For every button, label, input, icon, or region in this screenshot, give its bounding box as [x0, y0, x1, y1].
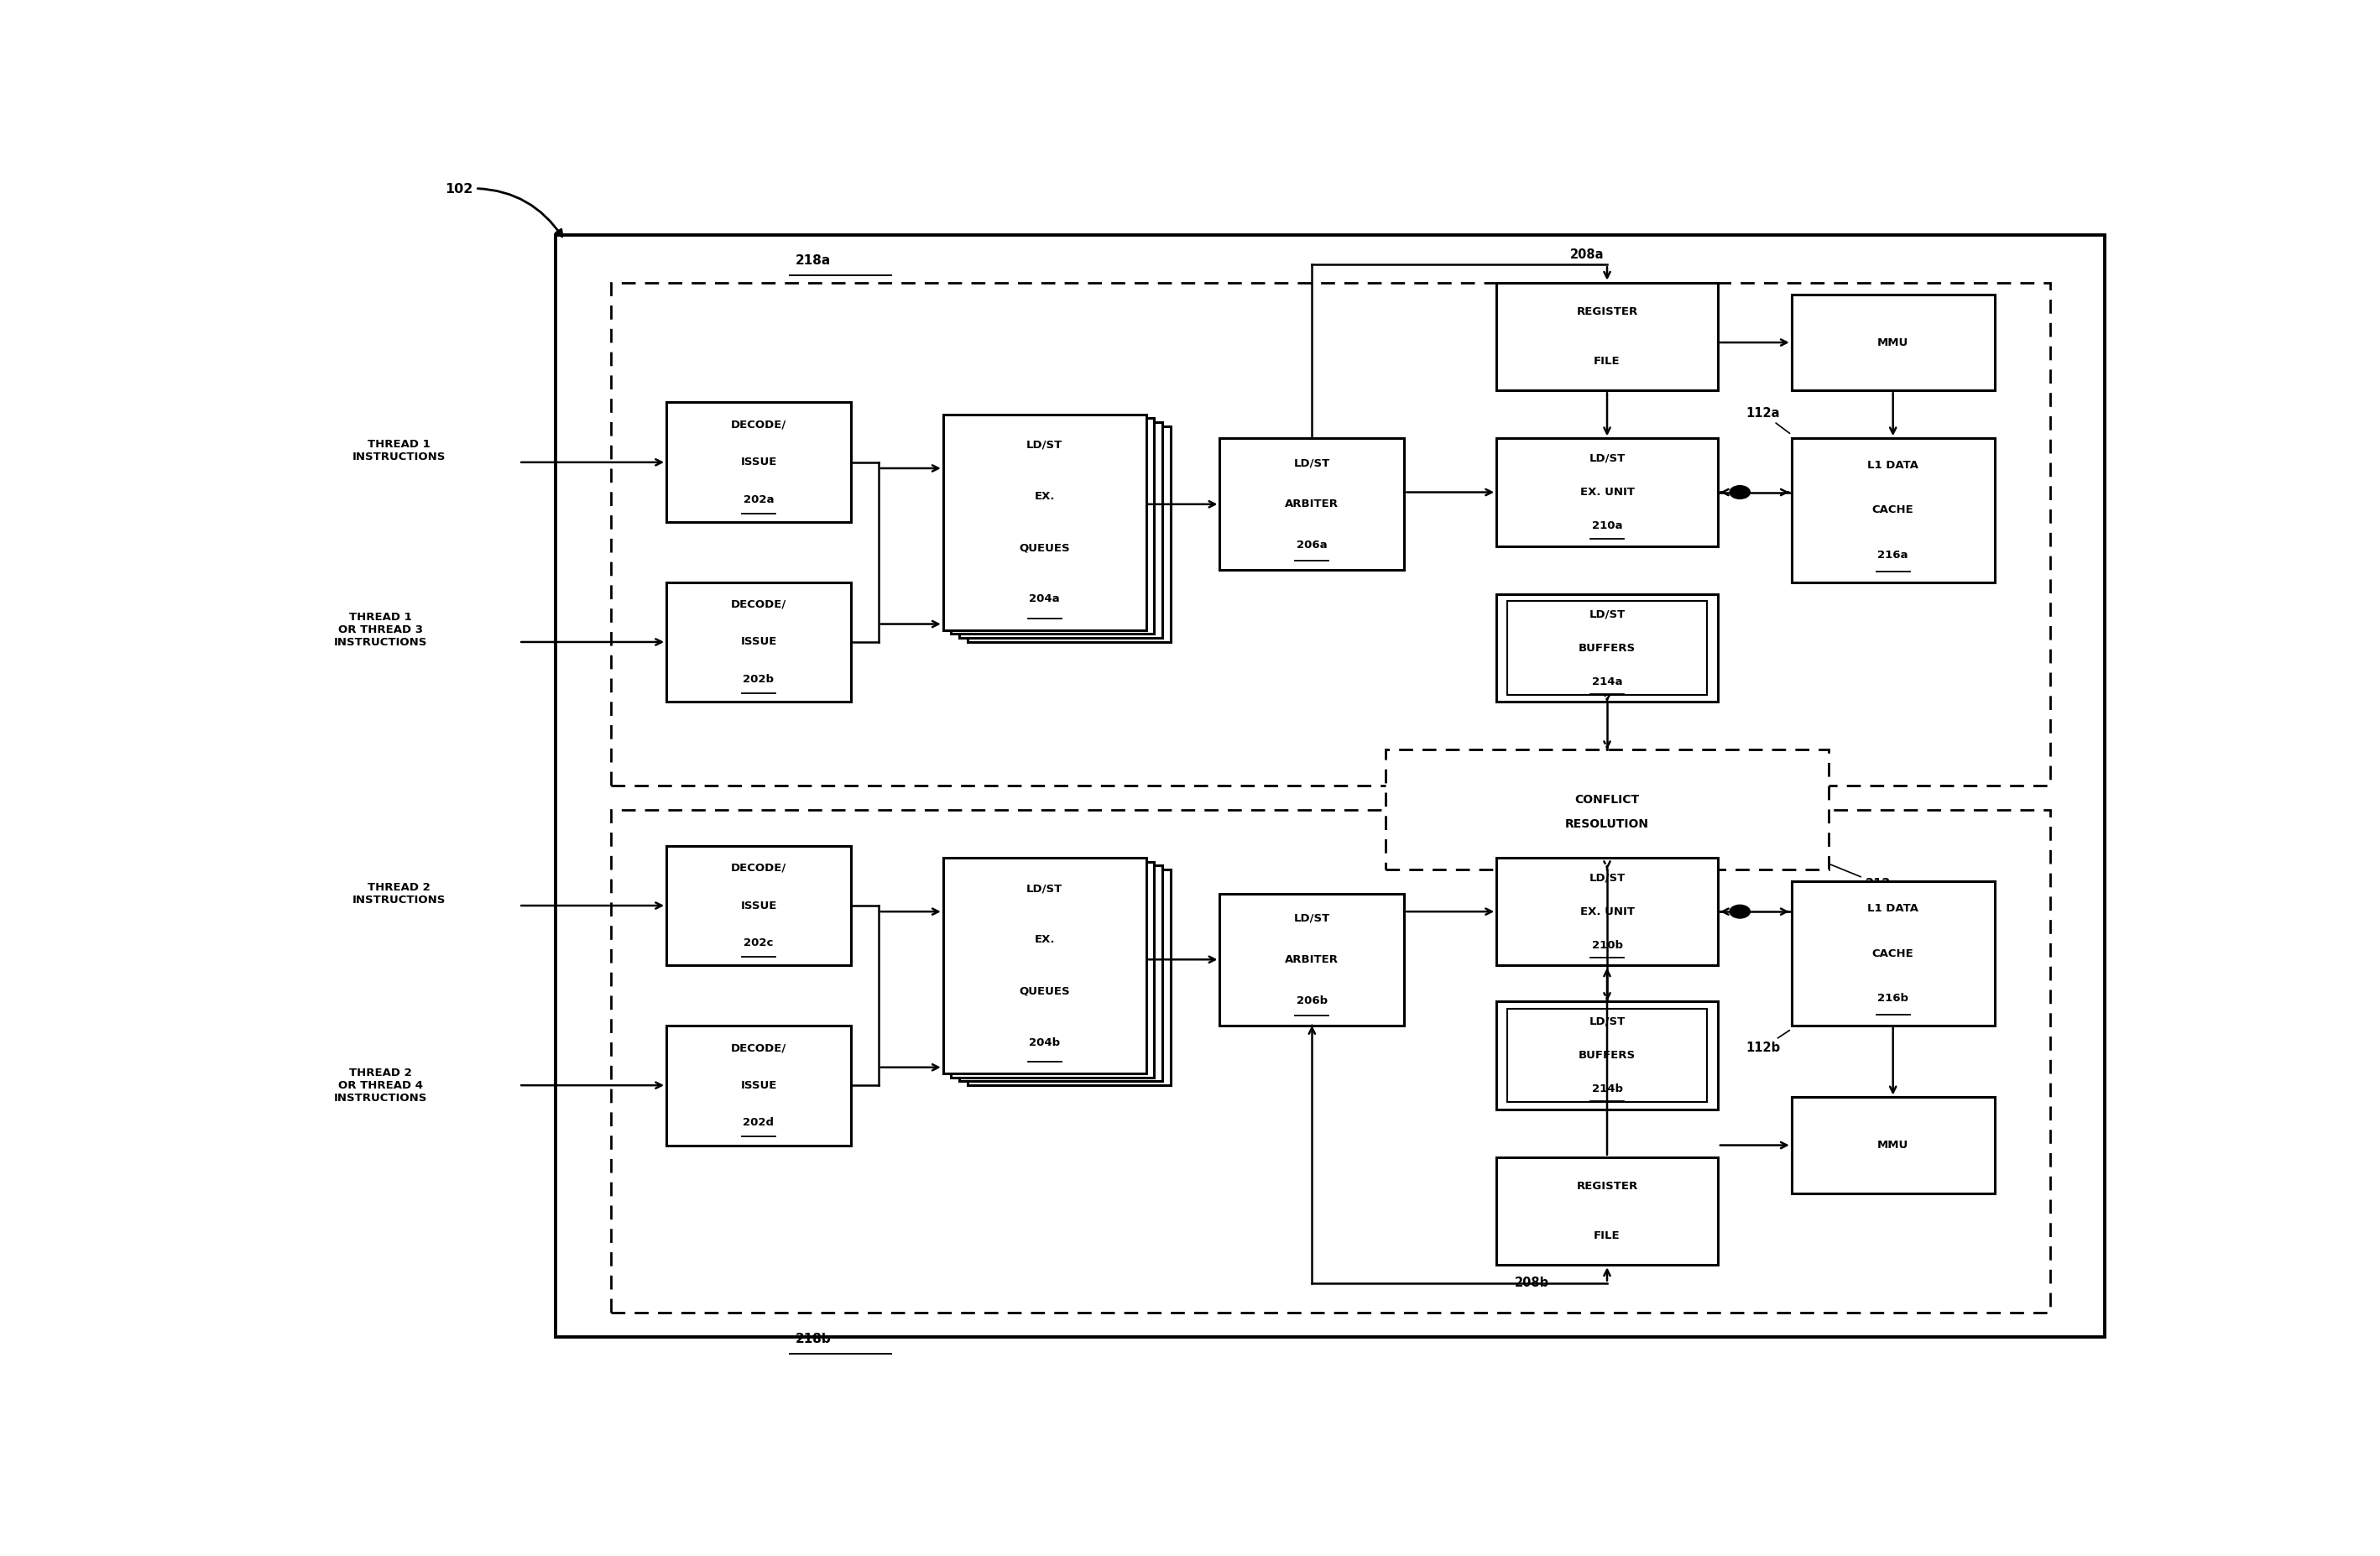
- Bar: [1792, 439, 1994, 582]
- Text: 204b: 204b: [1028, 1036, 1059, 1049]
- Bar: [1385, 750, 1828, 870]
- Text: RESOLUTION: RESOLUTION: [1566, 818, 1649, 829]
- Text: 210b: 210b: [1592, 940, 1623, 951]
- Bar: [1497, 857, 1718, 965]
- Bar: [612, 283, 2049, 786]
- Bar: [1497, 1158, 1718, 1265]
- Bar: [666, 1025, 852, 1145]
- Text: THREAD 2
OR THREAD 4
INSTRUCTIONS: THREAD 2 OR THREAD 4 INSTRUCTIONS: [333, 1067, 428, 1103]
- Bar: [1507, 1008, 1706, 1102]
- Text: 112b: 112b: [1745, 1030, 1790, 1055]
- Text: CONFLICT: CONFLICT: [1576, 794, 1640, 806]
- Text: THREAD 1
INSTRUCTIONS: THREAD 1 INSTRUCTIONS: [352, 439, 445, 462]
- Text: CACHE: CACHE: [1873, 948, 1914, 958]
- Text: 218a: 218a: [795, 255, 831, 268]
- Bar: [1219, 439, 1404, 569]
- Text: QUEUES: QUEUES: [1019, 985, 1071, 997]
- Text: LD/ST: LD/ST: [1590, 873, 1626, 884]
- Text: 208a: 208a: [1571, 249, 1604, 261]
- Text: BUFFERS: BUFFERS: [1578, 643, 1635, 654]
- Text: 202c: 202c: [745, 938, 774, 949]
- Text: 206b: 206b: [1297, 996, 1328, 1007]
- Text: 216b: 216b: [1878, 993, 1909, 1004]
- Bar: [952, 419, 1154, 633]
- Bar: [966, 426, 1171, 643]
- Text: FILE: FILE: [1595, 355, 1621, 367]
- Text: ISSUE: ISSUE: [740, 1080, 776, 1091]
- Bar: [966, 870, 1171, 1085]
- Text: LD/ST: LD/ST: [1590, 608, 1626, 619]
- Bar: [1497, 439, 1718, 546]
- Text: LD/ST: LD/ST: [1295, 457, 1330, 468]
- Text: REGISTER: REGISTER: [1576, 1181, 1637, 1192]
- Bar: [1507, 601, 1706, 694]
- Text: DECODE/: DECODE/: [731, 599, 785, 610]
- Text: LD/ST: LD/ST: [1295, 913, 1330, 924]
- Bar: [557, 235, 2106, 1337]
- Bar: [1497, 1002, 1718, 1109]
- Text: LD/ST: LD/ST: [1590, 453, 1626, 464]
- Text: L1 DATA: L1 DATA: [1868, 902, 1918, 913]
- Text: 204a: 204a: [1028, 594, 1059, 605]
- Text: EX. UNIT: EX. UNIT: [1580, 487, 1635, 498]
- Text: 202a: 202a: [743, 495, 774, 506]
- Text: 208b: 208b: [1516, 1276, 1549, 1288]
- Text: 214a: 214a: [1592, 677, 1623, 688]
- Text: DECODE/: DECODE/: [731, 1043, 785, 1053]
- Text: 214b: 214b: [1592, 1083, 1623, 1094]
- Bar: [1792, 294, 1994, 391]
- Text: LD/ST: LD/ST: [1590, 1016, 1626, 1027]
- Text: CACHE: CACHE: [1873, 504, 1914, 515]
- Text: 216a: 216a: [1878, 549, 1909, 560]
- Text: THREAD 2
INSTRUCTIONS: THREAD 2 INSTRUCTIONS: [352, 882, 445, 906]
- Text: LD/ST: LD/ST: [1026, 882, 1064, 895]
- Circle shape: [1730, 485, 1749, 499]
- Text: ISSUE: ISSUE: [740, 457, 776, 468]
- Bar: [942, 414, 1147, 630]
- Bar: [959, 422, 1161, 638]
- Text: QUEUES: QUEUES: [1019, 543, 1071, 554]
- Text: DECODE/: DECODE/: [731, 420, 785, 431]
- Bar: [1497, 283, 1718, 391]
- Circle shape: [1730, 906, 1749, 918]
- Text: EX.: EX.: [1035, 934, 1054, 946]
- Text: THREAD 1
OR THREAD 3
INSTRUCTIONS: THREAD 1 OR THREAD 3 INSTRUCTIONS: [333, 612, 428, 647]
- Text: FILE: FILE: [1595, 1231, 1621, 1242]
- Bar: [666, 846, 852, 965]
- Text: EX.: EX.: [1035, 492, 1054, 503]
- Text: MMU: MMU: [1878, 1139, 1909, 1151]
- Text: 206a: 206a: [1297, 540, 1328, 551]
- Text: 212: 212: [1830, 865, 1892, 890]
- Text: DECODE/: DECODE/: [731, 862, 785, 873]
- Text: REGISTER: REGISTER: [1576, 307, 1637, 317]
- Text: ISSUE: ISSUE: [740, 899, 776, 912]
- Text: LD/ST: LD/ST: [1026, 440, 1064, 451]
- Bar: [959, 865, 1161, 1081]
- Bar: [1792, 882, 1994, 1025]
- Text: 210a: 210a: [1592, 521, 1623, 532]
- Bar: [1792, 1097, 1994, 1193]
- Text: MMU: MMU: [1878, 338, 1909, 349]
- Text: L1 DATA: L1 DATA: [1868, 461, 1918, 471]
- Text: 202b: 202b: [743, 674, 774, 685]
- Text: 112a: 112a: [1745, 406, 1790, 433]
- Bar: [612, 809, 2049, 1313]
- Text: EX. UNIT: EX. UNIT: [1580, 906, 1635, 916]
- Bar: [952, 862, 1154, 1077]
- Text: ARBITER: ARBITER: [1285, 954, 1340, 965]
- Text: 202d: 202d: [743, 1117, 774, 1128]
- Bar: [666, 582, 852, 702]
- Text: ISSUE: ISSUE: [740, 636, 776, 647]
- Text: 102: 102: [445, 182, 562, 237]
- Text: ARBITER: ARBITER: [1285, 499, 1340, 510]
- Bar: [1219, 893, 1404, 1025]
- Bar: [666, 403, 852, 523]
- Bar: [942, 857, 1147, 1074]
- Text: BUFFERS: BUFFERS: [1578, 1050, 1635, 1061]
- Bar: [1497, 594, 1718, 702]
- Text: 218b: 218b: [795, 1333, 831, 1346]
